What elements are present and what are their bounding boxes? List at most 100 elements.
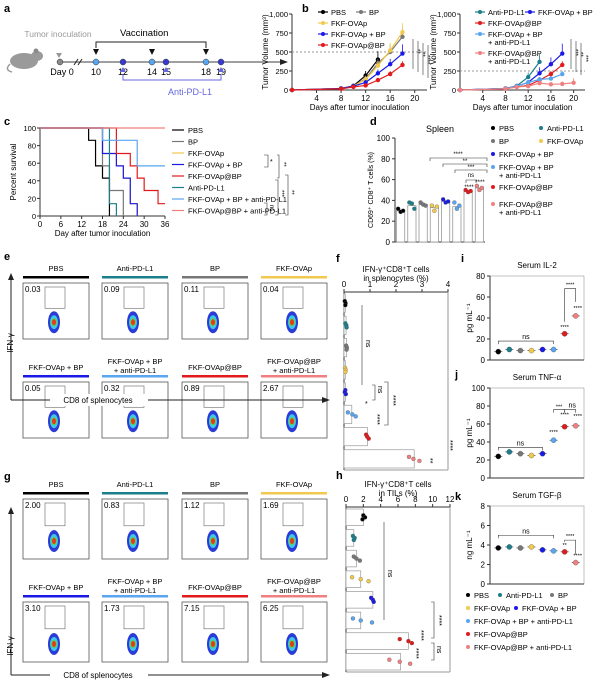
chart-title: Serum IL-2 xyxy=(517,261,557,270)
panel-label-d: d xyxy=(370,116,377,128)
gate-box xyxy=(282,286,304,309)
timeline-day-label: 14 xyxy=(147,67,157,77)
significance-label: **** xyxy=(417,630,424,641)
y-tick-label: 80 xyxy=(28,142,36,151)
arrow-up-icon xyxy=(8,507,14,514)
legend-label: FKF-OVAp@BP + anti-PD-L1 xyxy=(188,207,286,216)
significance-label: **** xyxy=(566,534,575,540)
legend-marker xyxy=(466,619,470,623)
significance-label: ** xyxy=(426,458,433,464)
x-tick-label: 12 xyxy=(524,94,533,103)
data-point-anti-pd-l1 xyxy=(537,59,542,65)
data-point xyxy=(371,599,376,604)
data-point-anti-pd-l1 xyxy=(506,449,513,455)
legend-label: + anti-PD-L1 xyxy=(488,38,530,47)
density-core xyxy=(131,538,135,544)
data-point xyxy=(366,579,371,584)
bar-pbs xyxy=(396,210,406,243)
flow-plot-title: FKF-OVAp xyxy=(276,480,312,489)
arrow-up-icon xyxy=(8,273,14,280)
y-tick-label: 0 xyxy=(284,86,288,95)
gate-box xyxy=(282,385,304,408)
bar-fkf-ovap-bp-anti-pd-l1 xyxy=(474,187,484,243)
x-axis-label: CD8 of splenocytes xyxy=(63,396,132,405)
x-tick-label: 20 xyxy=(410,94,419,103)
data-point-bp xyxy=(517,347,524,354)
data-point-fkf-ovap-bp-anti-pd-l1 xyxy=(560,81,565,87)
panel-label-c: c xyxy=(4,116,10,128)
data-point-fkf-ovap-bp-anti-pd-l1 xyxy=(457,87,463,93)
gate-percentage: 7.15 xyxy=(184,604,200,613)
series-line-fkf-ovap-bp xyxy=(459,64,563,91)
data-point-anti-pd-l1 xyxy=(506,544,513,550)
legend-label: BP xyxy=(499,137,509,146)
data-point-fkf-ovap-bp-anti-pd-l1 xyxy=(537,77,542,82)
data-point xyxy=(369,620,375,625)
data-point-fkf-ovap xyxy=(528,347,535,354)
legend-marker xyxy=(491,202,495,206)
significance-bracket xyxy=(264,202,268,216)
gate-percentage: 0.04 xyxy=(263,285,279,294)
significance-label: **** xyxy=(573,306,582,312)
data-point xyxy=(474,183,480,188)
data-point-fkf-ovap-bp xyxy=(539,547,546,553)
x-tick-label: 10 xyxy=(428,495,437,504)
y-tick-label: 500 xyxy=(443,48,456,57)
density-core xyxy=(290,641,294,647)
y-tick-label: 0 xyxy=(452,86,456,95)
gate-box xyxy=(44,286,66,309)
data-point xyxy=(423,203,428,208)
significance-label: ** xyxy=(288,190,294,195)
x-tick-label: 24 xyxy=(119,220,128,229)
data-point-pbs xyxy=(495,453,502,460)
bar-bp xyxy=(418,204,428,243)
data-point-fkf-ovap-bp xyxy=(363,80,368,85)
significance-label: ns xyxy=(376,386,383,394)
x-tick-label: 8 xyxy=(503,94,508,103)
data-point-fkf-ovap-bp-anti-pd-l1 xyxy=(550,346,557,353)
x-tick-label: 1 xyxy=(368,280,373,289)
legend-marker xyxy=(514,606,518,610)
flow-plot-title: PBS xyxy=(48,480,63,489)
x-tick-label: 6 xyxy=(396,495,401,504)
y-tick-label: 60 xyxy=(476,420,485,429)
gate-percentage: 3.10 xyxy=(25,604,41,613)
data-point xyxy=(351,537,356,543)
legend-label: FKF-OVAp xyxy=(188,149,224,158)
significance-label: ns xyxy=(364,340,371,348)
timeline-day-marker xyxy=(162,58,170,66)
significance-label: ns xyxy=(568,403,576,410)
gate-percentage: 0.83 xyxy=(104,501,120,510)
data-point xyxy=(417,458,422,464)
significance-bracket xyxy=(431,642,435,661)
data-point-fkf-ovap-bp xyxy=(375,77,381,83)
data-point-fkf-ovap-bp xyxy=(560,51,565,56)
group-color-bar xyxy=(102,375,168,378)
significance-label: ns xyxy=(468,173,474,179)
data-point xyxy=(434,204,440,209)
significance-bracket xyxy=(277,154,280,179)
gate-box xyxy=(203,286,225,309)
panel-label-k: k xyxy=(455,491,462,503)
y-tick-label: 0 xyxy=(32,212,36,221)
y-tick-label: 100 xyxy=(23,124,36,133)
y-tick-label: 4 xyxy=(481,541,486,550)
flow-plot-title: + anti-PD-L1 xyxy=(273,586,315,595)
x-tick-label: 12 xyxy=(446,495,455,504)
y-tick-label: 0 xyxy=(481,356,486,365)
density-core xyxy=(52,641,56,647)
legend-marker xyxy=(491,152,495,156)
y-axis-label: Tumor Volume (mm³) xyxy=(261,14,270,90)
flow-plot-title: BP xyxy=(210,264,220,273)
data-point-fkf-ovap-bp xyxy=(539,346,546,353)
group-color-bar xyxy=(23,375,89,378)
significance-bracket xyxy=(564,539,577,555)
data-point-fkf-ovap-bp-anti-pd-l1 xyxy=(548,82,554,87)
gate-percentage: 1.73 xyxy=(104,604,120,613)
data-point-fkf-ovap-bp-anti-pd-l1 xyxy=(560,71,565,77)
data-point-fkf-ovap-bp-anti-pd-l1 xyxy=(525,84,531,89)
data-point xyxy=(445,199,451,204)
significance-label: ns xyxy=(522,528,530,535)
data-point-fkf-ovap xyxy=(363,77,368,82)
x-tick-label: 30 xyxy=(140,220,149,229)
